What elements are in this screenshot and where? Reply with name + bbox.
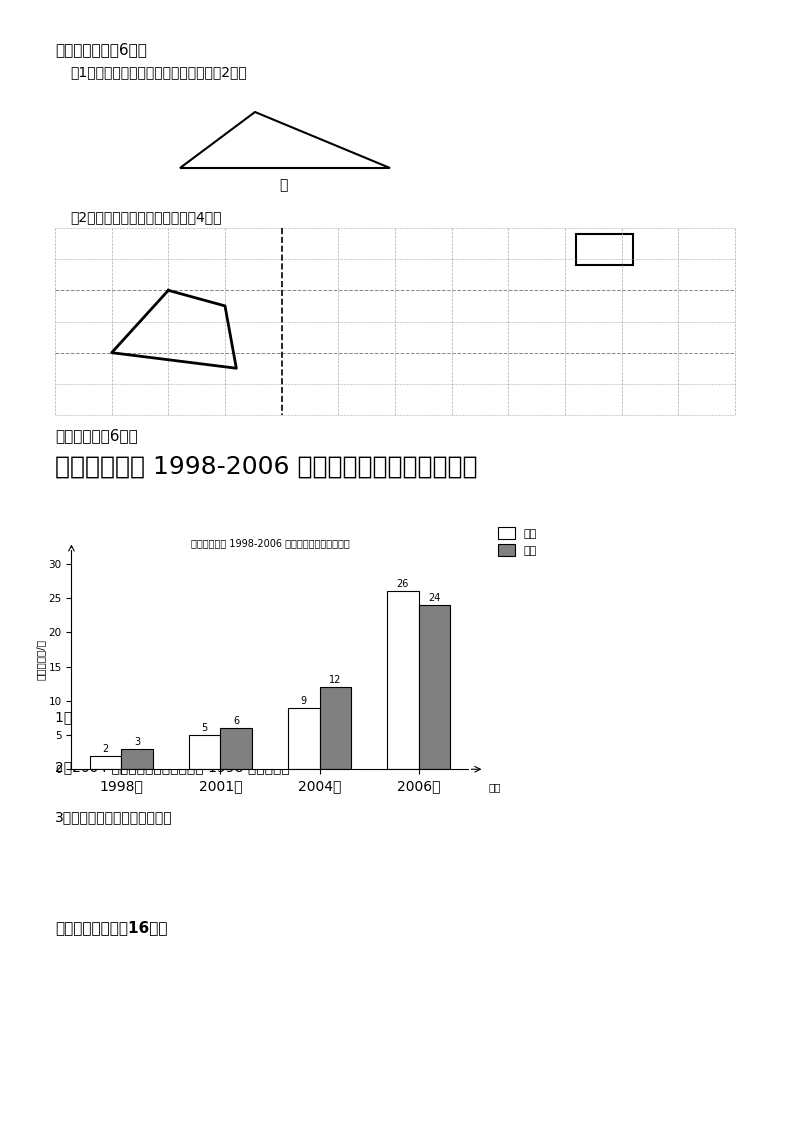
Text: （2）画出下图的轴对称图形。（4分）: （2）画出下图的轴对称图形。（4分） — [70, 210, 222, 223]
Text: 甲、乙两个村 1998-2006 年家庭汽车拥有量如下图：: 甲、乙两个村 1998-2006 年家庭汽车拥有量如下图： — [55, 455, 477, 480]
Text: 2、2004 年甲村家庭汽车拥有量是 1998 年的几倍？: 2、2004 年甲村家庭汽车拥有量是 1998 年的几倍？ — [55, 760, 290, 774]
Bar — [576, 235, 633, 265]
Text: 十、统计。（6分）: 十、统计。（6分） — [55, 428, 137, 442]
Bar — [287, 707, 319, 769]
Bar — [221, 728, 252, 769]
Text: 底: 底 — [279, 179, 287, 192]
Bar — [121, 749, 153, 769]
Text: 年份: 年份 — [488, 782, 501, 792]
Y-axis label: 汽车拥有量/辆: 汽车拥有量/辆 — [36, 639, 46, 681]
Text: 1、2004 年乙村家庭汽车拥有量是 1998 年的几倍？: 1、2004 年乙村家庭汽车拥有量是 1998 年的几倍？ — [55, 710, 290, 724]
Bar — [189, 736, 221, 769]
Text: 5: 5 — [202, 723, 208, 733]
Text: 2: 2 — [102, 743, 109, 754]
Text: 3、你还能提出什么数学问题？: 3、你还能提出什么数学问题？ — [55, 810, 172, 824]
Bar — [90, 756, 121, 769]
Text: 3: 3 — [134, 737, 141, 747]
Text: （1）画出下面三角形的底边上的高。（2分）: （1）画出下面三角形的底边上的高。（2分） — [70, 65, 247, 79]
Text: 九、解决问题。（16分）: 九、解决问题。（16分） — [55, 920, 168, 935]
Title: 甲、乙两个村 1998-2006 年家庭汽车拥有量统计图: 甲、乙两个村 1998-2006 年家庭汽车拥有量统计图 — [191, 538, 349, 548]
Bar — [387, 592, 418, 769]
Text: 九、画一画。（6分）: 九、画一画。（6分） — [55, 42, 147, 57]
Legend: 甲村, 乙村: 甲村, 乙村 — [494, 523, 542, 560]
Text: 9: 9 — [301, 695, 306, 705]
Text: 6: 6 — [233, 716, 239, 727]
Text: 12: 12 — [330, 675, 341, 685]
Text: 24: 24 — [428, 593, 441, 603]
Text: 26: 26 — [397, 579, 409, 590]
Bar — [418, 605, 450, 769]
Bar — [319, 687, 351, 769]
